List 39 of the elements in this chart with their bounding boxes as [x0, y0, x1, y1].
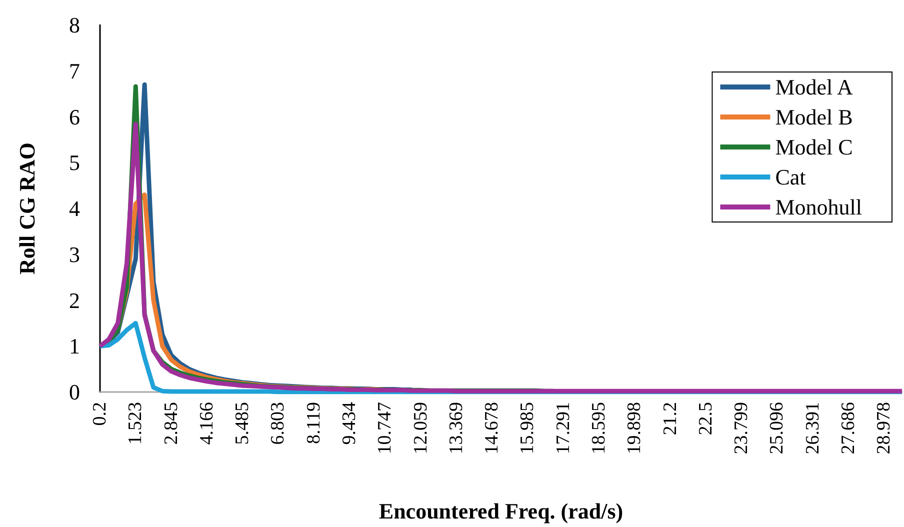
x-tick-label: 14.678 — [482, 402, 503, 454]
y-tick-label: 7 — [69, 58, 80, 84]
x-tick-label: 12.059 — [410, 402, 432, 454]
x-tick-label: 27.686 — [838, 402, 860, 454]
x-tick-label: 17.291 — [552, 402, 574, 454]
legend-label: Cat — [775, 164, 806, 190]
legend-label: Model A — [775, 74, 853, 100]
x-tick-label: 21.2 — [660, 402, 681, 436]
x-tick-label: 9.434 — [339, 402, 360, 445]
x-tick-label: 13.369 — [446, 402, 467, 454]
y-tick-label: 5 — [69, 150, 80, 176]
x-tick-label: 10.747 — [374, 402, 396, 454]
y-tick-label: 8 — [69, 12, 80, 38]
x-tick-label: 4.166 — [196, 402, 218, 445]
x-axis-title: Encountered Freq. (rad/s) — [378, 498, 624, 524]
x-tick-label: 8.119 — [303, 402, 324, 444]
y-tick-label: 3 — [69, 242, 80, 267]
x-tick-label: 28.978 — [874, 402, 895, 454]
x-tick-label: 19.898 — [624, 402, 646, 454]
legend-label: Monohull — [775, 194, 862, 220]
x-tick-label: 15.985 — [517, 402, 538, 454]
x-tick-label: 25.096 — [766, 402, 788, 454]
x-tick-label: 18.595 — [588, 402, 610, 454]
legend-label: Model B — [775, 104, 853, 130]
x-tick-label: 22.5 — [695, 402, 716, 436]
y-tick-label: 2 — [69, 288, 80, 313]
y-tick-label: 4 — [69, 196, 80, 221]
y-tick-label: 0 — [69, 380, 80, 404]
x-tick-label: 6.803 — [268, 402, 289, 445]
y-tick-label: 6 — [69, 104, 80, 130]
y-axis-title: Roll CG RAO — [14, 142, 40, 274]
y-tick-label: 1 — [69, 334, 80, 359]
x-tick-label: 5.485 — [232, 402, 254, 445]
x-tick-label: 23.799 — [731, 402, 752, 454]
x-tick-label: 2.845 — [160, 402, 182, 445]
x-tick-label: 26.391 — [802, 402, 824, 454]
x-tick-label: 1.523 — [125, 402, 146, 445]
legend-label: Model C — [775, 134, 853, 160]
x-tick-label: 0.2 — [90, 402, 110, 426]
